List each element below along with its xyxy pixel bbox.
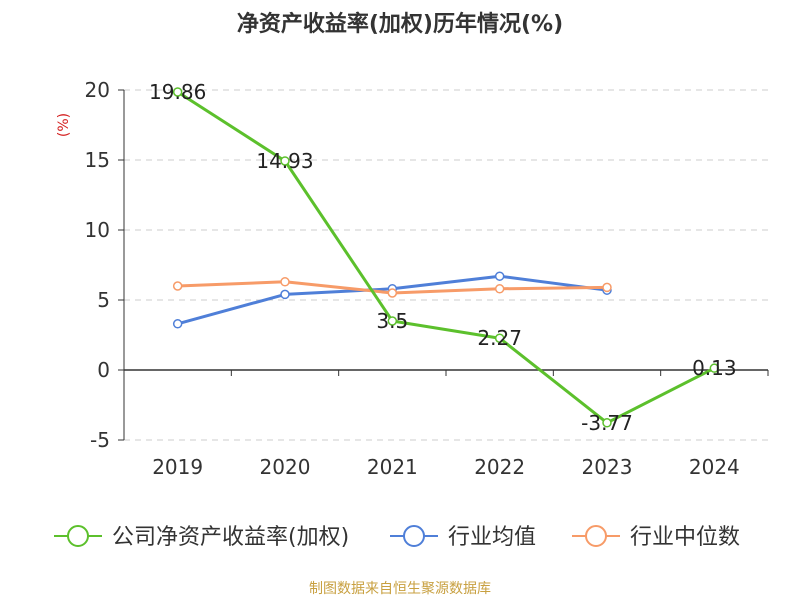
source-note: 制图数据来自恒生聚源数据库 <box>309 581 491 597</box>
legend: 公司净资产收益率(加权) 行业均值 行业中位数 <box>54 525 740 550</box>
series-point <box>602 418 612 428</box>
series-point <box>172 87 183 97</box>
series <box>172 87 720 428</box>
chart-title: 净资产收益率(加权)历年情况(%) <box>236 12 564 37</box>
y-tick-label: 5 <box>97 288 110 312</box>
data-label: 19.86 <box>149 80 206 104</box>
series-point <box>280 289 290 300</box>
x-tick-label: 2024 <box>689 455 740 479</box>
series-line <box>176 90 716 425</box>
data-label: 2.27 <box>477 326 522 350</box>
series-point <box>602 282 612 293</box>
x-tick-label: 2022 <box>474 455 525 479</box>
series-point <box>387 316 398 326</box>
series-point <box>172 319 183 329</box>
x-tick-label: 2023 <box>582 455 633 479</box>
legend-label: 公司净资产收益率(加权) <box>112 525 349 550</box>
series-point <box>494 284 505 294</box>
legend-label: 行业均值 <box>448 525 536 550</box>
y-tick-label: -5 <box>90 428 110 452</box>
series-point <box>280 156 290 166</box>
data-label: 3.5 <box>376 309 408 333</box>
y-axis-label: (%) <box>56 113 72 137</box>
grid-lines <box>124 89 768 441</box>
y-tick-label: 20 <box>85 78 110 102</box>
x-tick-label: 2019 <box>152 455 203 479</box>
series-point <box>494 333 505 343</box>
data-labels: 19.86 14.93 3.5 2.27 -3.77 0.13 <box>149 80 737 435</box>
series-point <box>387 288 398 298</box>
x-tick-label: 2020 <box>260 455 311 479</box>
legend-label: 行业中位数 <box>630 525 740 550</box>
series-point <box>494 271 505 281</box>
data-label: 14.93 <box>256 149 313 173</box>
data-label: -3.77 <box>581 411 633 435</box>
axes: -5 0 5 10 15 20 (%) 2019 2020 2021 2022 2023 2024 <box>56 78 769 479</box>
x-tick-label: 2021 <box>367 455 418 479</box>
y-tick-label: 10 <box>85 218 110 242</box>
legend-swatch-marker <box>585 525 607 547</box>
series-point <box>172 281 183 291</box>
series-point <box>709 363 720 373</box>
data-label: 0.13 <box>692 356 737 380</box>
legend-swatch-marker <box>67 525 89 547</box>
y-tick-label: 0 <box>97 358 110 382</box>
series-point <box>280 277 290 287</box>
y-tick-label: 15 <box>85 148 110 172</box>
legend-swatch-marker <box>403 525 425 547</box>
